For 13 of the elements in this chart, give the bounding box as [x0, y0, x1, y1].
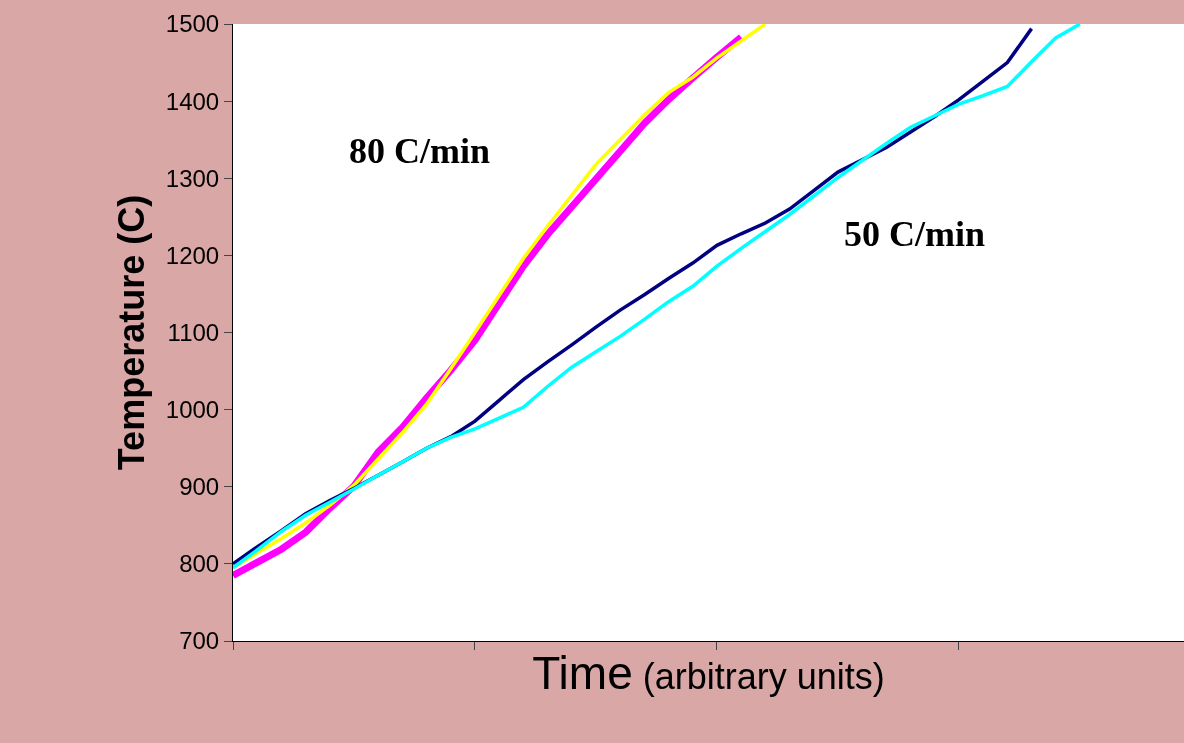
annotation: 50 C/min [844, 214, 986, 254]
y-tick-label: 1300 [165, 164, 220, 192]
y-tick-label: 1200 [165, 241, 220, 269]
y-tick-label: 1500 [165, 10, 220, 38]
y-tick-label: 1100 [167, 318, 220, 346]
y-tick-label: 800 [179, 550, 220, 578]
y-tick-label: 900 [179, 473, 220, 501]
y-tick-label: 1000 [165, 396, 220, 424]
annotation: 80 C/min [349, 131, 491, 171]
x-axis-title: Time (arbitrary units) [532, 647, 885, 700]
y-tick-label: 1400 [165, 87, 220, 115]
y-axis-title: Temperature (C) [110, 194, 152, 471]
y-tick-label: 700 [179, 627, 220, 655]
